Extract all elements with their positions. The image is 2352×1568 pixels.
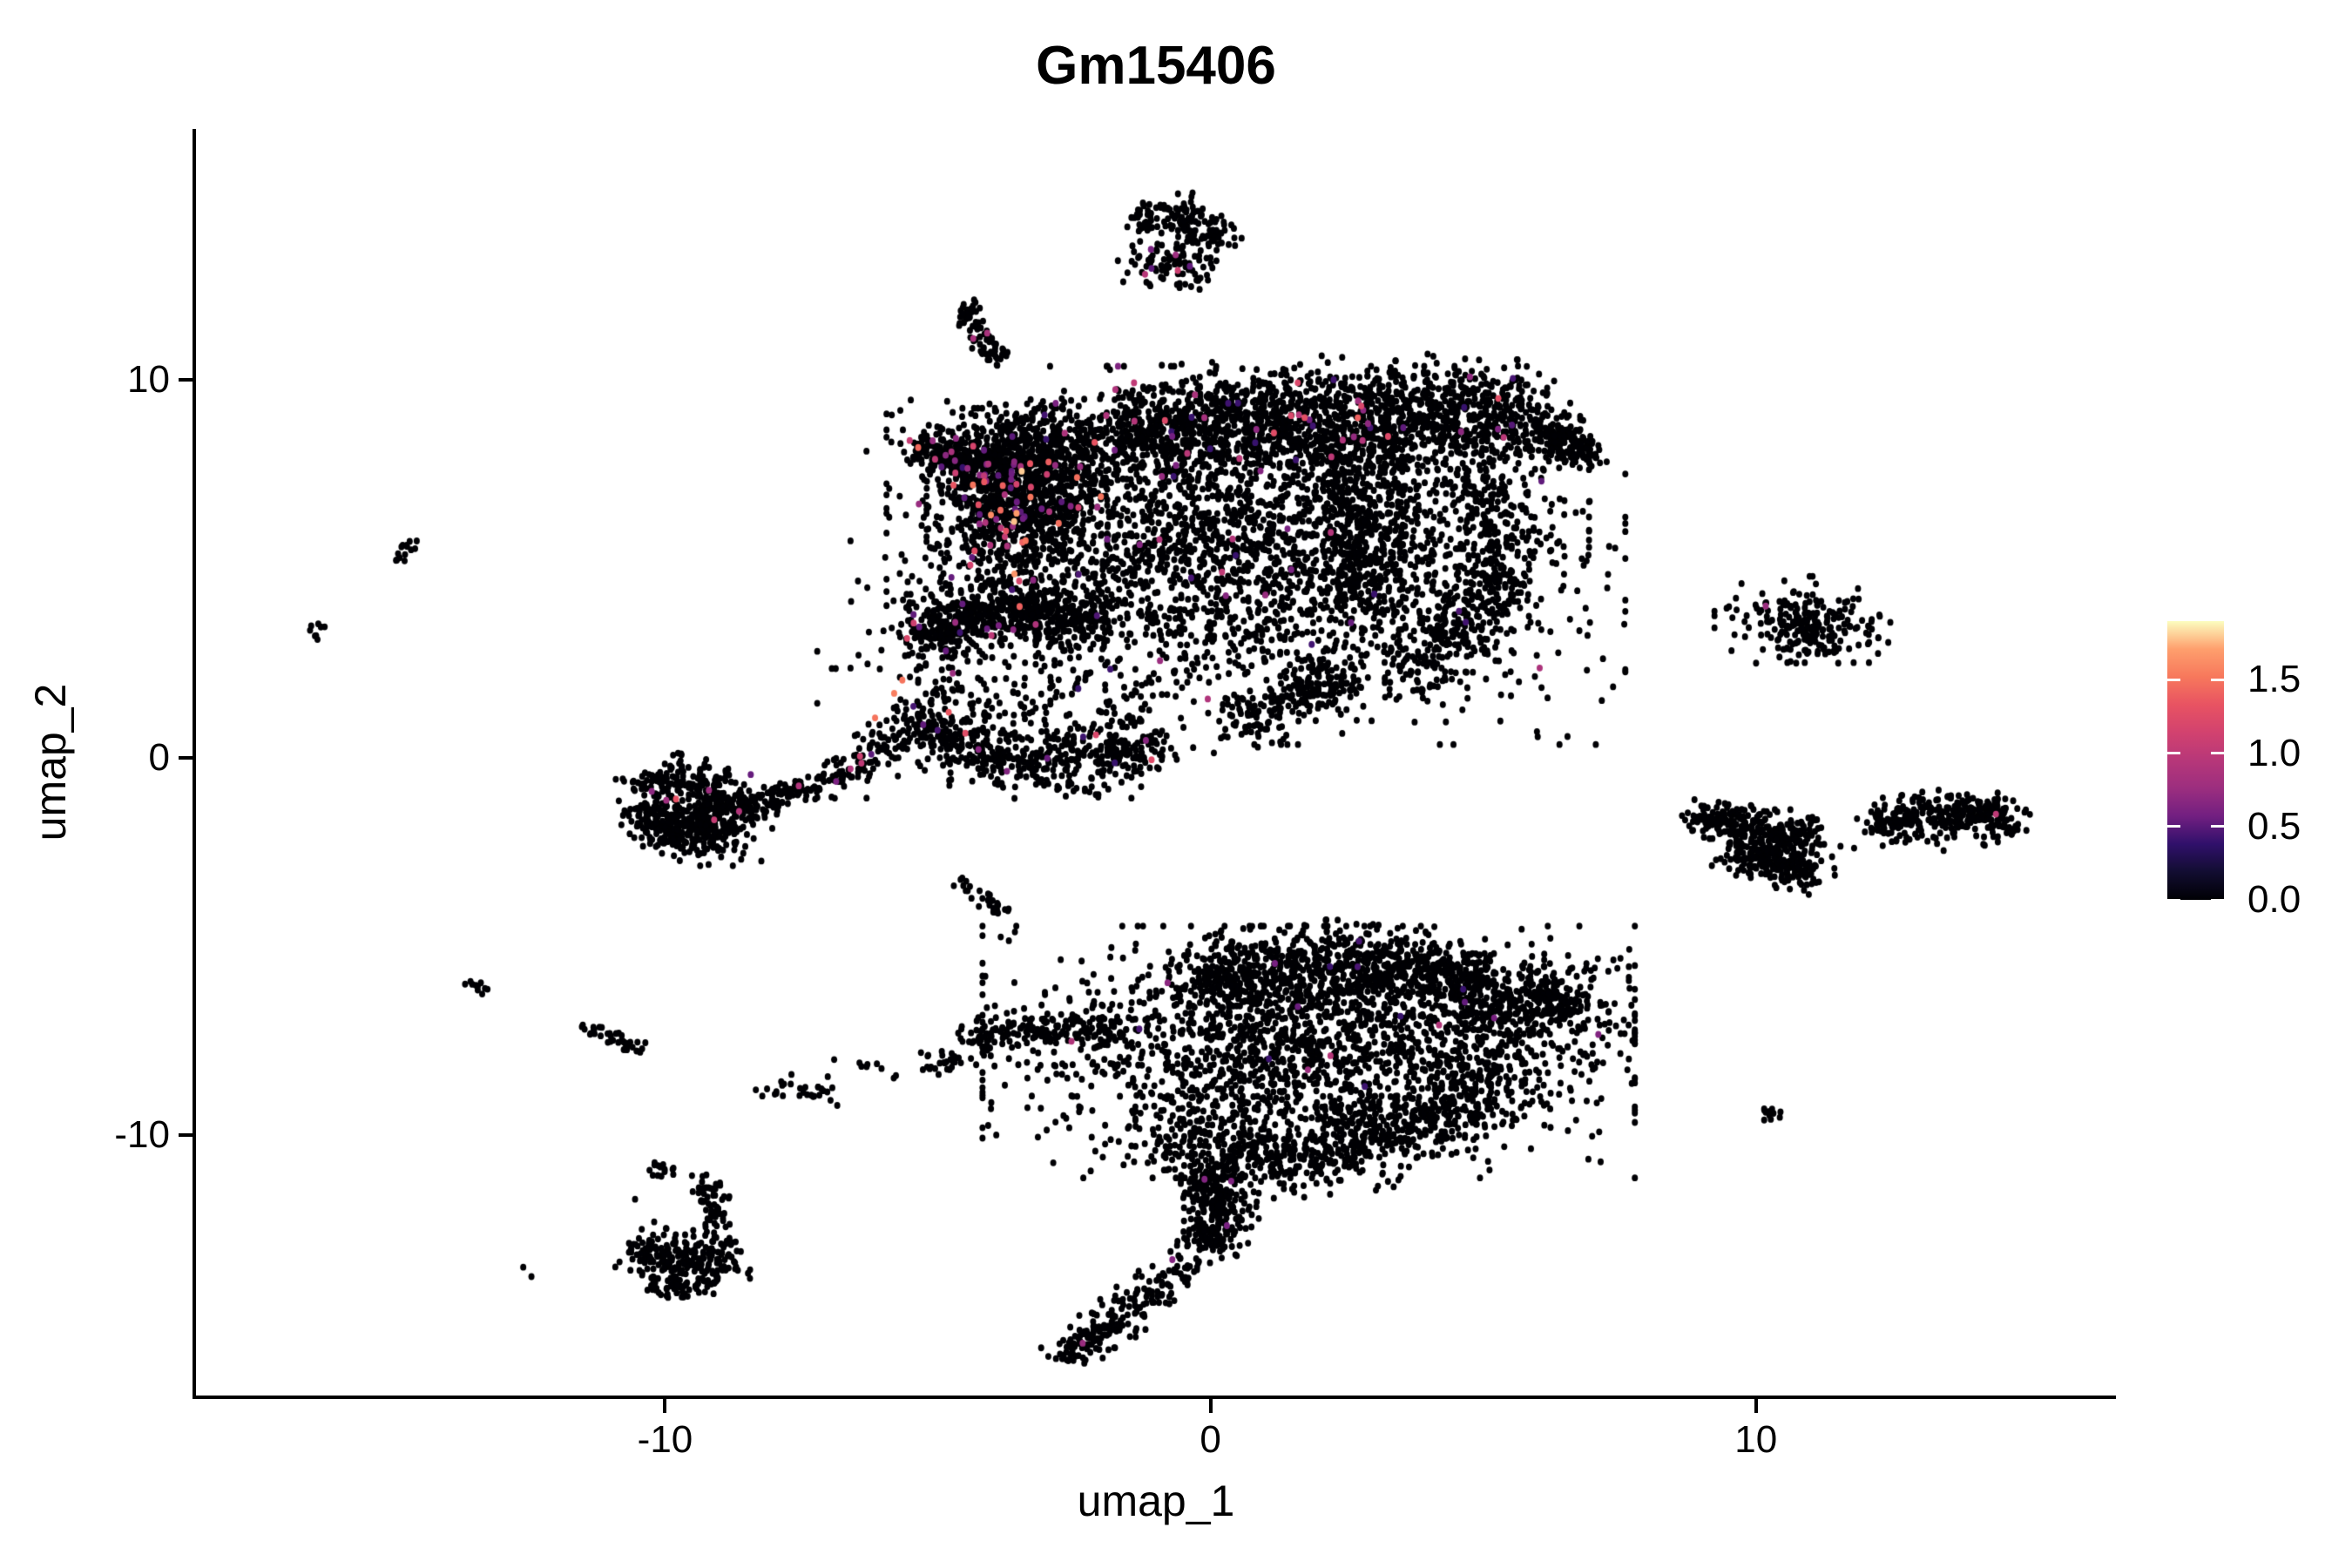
colorbar-tick: [2211, 678, 2224, 681]
colorbar-tick-label: 1.0: [2247, 731, 2301, 774]
y-tick-label: -10: [114, 1112, 170, 1156]
colorbar-gradient: [2167, 621, 2224, 900]
x-tick: [1754, 1399, 1758, 1413]
y-tick: [179, 755, 193, 760]
y-axis-line: [193, 129, 196, 1399]
colorbar-tick: [2167, 752, 2180, 755]
y-tick-label: 0: [148, 735, 170, 779]
colorbar-tick: [2211, 825, 2224, 828]
colorbar-tick-label: 1.5: [2247, 658, 2301, 701]
y-axis-title: umap_2: [26, 683, 75, 841]
colorbar-tick-label: 0.5: [2247, 804, 2301, 848]
colorbar-tick: [2167, 898, 2180, 902]
y-tick: [179, 378, 193, 382]
x-tick: [663, 1399, 667, 1413]
x-tick-label: 10: [1734, 1418, 1778, 1461]
x-tick-label: -10: [637, 1418, 693, 1461]
x-tick: [1208, 1399, 1213, 1413]
colorbar-tick-label: 0.0: [2247, 878, 2301, 921]
colorbar-tick: [2167, 825, 2180, 828]
colorbar-tick: [2211, 752, 2224, 755]
y-tick-label: 10: [127, 358, 170, 402]
y-tick: [179, 1132, 193, 1137]
x-axis-line: [193, 1396, 2116, 1399]
colorbar: [2167, 621, 2224, 900]
colorbar-tick: [2167, 678, 2180, 681]
x-axis-title: umap_1: [1077, 1477, 1235, 1525]
x-tick-label: 0: [1200, 1418, 1221, 1461]
colorbar-tick: [2211, 898, 2224, 902]
